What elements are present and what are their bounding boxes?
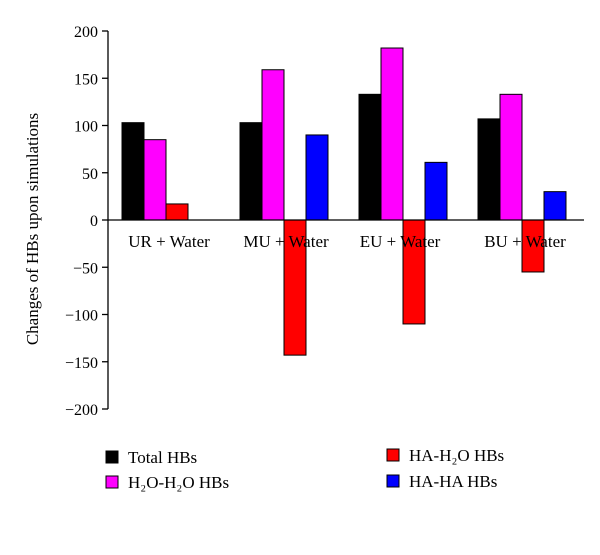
category-label-ur-water: UR + Water [128, 232, 210, 251]
bar-total-hbs-ur-water [121, 122, 145, 221]
y-tick-label: −200 [65, 402, 98, 419]
legend-label-h-o-h-o-hbs: H₂O-H₂O HBs [128, 473, 229, 492]
bar-total-hbs-bu-water [477, 118, 501, 221]
bar-total-hbs-eu-water [358, 93, 382, 221]
bar-ha-ha-hbs-eu-water [424, 161, 448, 221]
legend: Total HBs H₂O-H₂O HBs HA-H₂O HBs HA-HA HBs [105, 446, 504, 492]
y-tick-label: 50 [82, 166, 98, 183]
y-tick-label: −50 [73, 260, 98, 277]
bar-ha-h-o-hbs-ur-water [165, 203, 189, 221]
bar-ha-ha-hbs-bu-water [543, 191, 567, 221]
bar-h-o-h-o-hbs-mu-water [261, 69, 285, 221]
bar-h-o-h-o-hbs-bu-water [499, 93, 523, 221]
legend-label-total-hbs: Total HBs [128, 448, 197, 467]
legend-swatch-total-hbs [105, 450, 119, 464]
bar-total-hbs-mu-water [239, 122, 263, 221]
legend-label-ha-h-o-hbs: HA-H₂O HBs [409, 446, 504, 465]
bar-h-o-h-o-hbs-ur-water [143, 139, 167, 221]
y-tick-label: −150 [65, 355, 98, 372]
bars [121, 47, 567, 356]
legend-swatch-ha-h-o-hbs [386, 448, 400, 462]
bar-h-o-h-o-hbs-eu-water [380, 47, 404, 221]
y-axis-label: Changes of HBs upon simulations [23, 113, 42, 345]
y-tick-label: 200 [74, 24, 98, 41]
category-labels: UR + Water MU + Water EU + Water BU + Water [128, 232, 566, 251]
legend-label-ha-ha-hbs: HA-HA HBs [409, 472, 497, 491]
bar-ha-ha-hbs-mu-water [305, 134, 329, 221]
category-label-mu-water: MU + Water [243, 232, 329, 251]
legend-swatch-h-o-h-o-hbs [105, 475, 119, 489]
y-tick-label: 0 [90, 213, 98, 230]
category-label-bu-water: BU + Water [484, 232, 566, 251]
y-tick-label: 100 [74, 119, 98, 136]
legend-swatch-ha-ha-hbs [386, 474, 400, 488]
y-tick-label: −100 [65, 308, 98, 325]
axes: 200 150 100 50 0 −50 −100 −150 −200 [65, 24, 584, 419]
y-tick-label: 150 [74, 71, 98, 88]
category-label-eu-water: EU + Water [360, 232, 441, 251]
